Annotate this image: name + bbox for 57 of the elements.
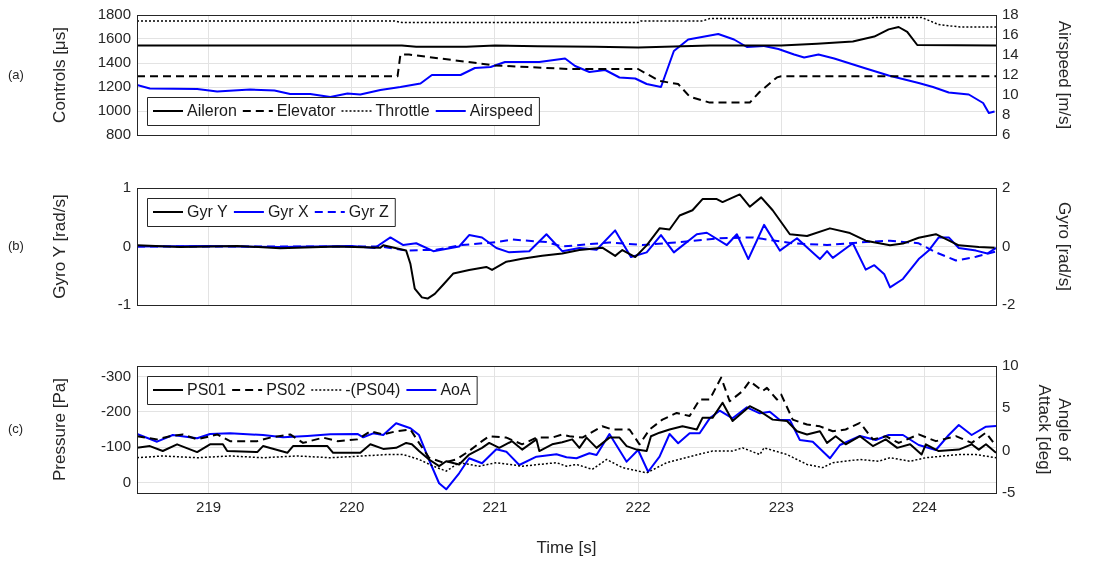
legend-label: PS02 [266, 381, 306, 399]
y2-tick-label: 2 [1002, 178, 1011, 196]
x-tick-label: 220 [339, 498, 365, 516]
y-tick-label: 1800 [97, 5, 131, 23]
legend-label: -(PS04) [345, 381, 401, 399]
y-tick-label: 1 [122, 178, 131, 196]
legend-label: Gyr Y [187, 203, 228, 221]
x-tick-label: 221 [482, 498, 508, 516]
y2-axis-title: Gyro [rad/s] [1055, 202, 1075, 291]
text: (a) [8, 66, 24, 82]
x-axis-title: Time [s] [536, 538, 597, 558]
y-axis-title: Gyro Y [rad/s] [49, 194, 69, 299]
y-tick-label: 1600 [97, 29, 131, 47]
y-tick-label: 0 [122, 236, 131, 254]
line-series [137, 16, 996, 28]
y2-tick-label: -5 [1002, 483, 1016, 501]
y-tick-label: 800 [105, 125, 131, 143]
y2-tick-label: 10 [1002, 85, 1019, 103]
y-axis-title: Controls [μs] [49, 27, 69, 123]
y2-axis-title: Airspeed [m/s] [1055, 20, 1075, 130]
text: (b) [8, 238, 24, 254]
y2-tick-label: 8 [1002, 105, 1011, 123]
y2-tick-label: 0 [1002, 236, 1011, 254]
y-tick-label: 1200 [97, 77, 131, 95]
legend-label: Throttle [375, 102, 430, 120]
legend-label: Aileron [187, 102, 237, 120]
legend-label: Gyr X [267, 203, 310, 221]
y-tick-label: 0 [122, 472, 131, 490]
x-tick-label: 219 [196, 498, 222, 516]
y2-tick-label: 0 [1002, 440, 1011, 458]
legend-label: AoA [440, 381, 471, 399]
y-tick-label: -1 [117, 295, 131, 313]
legend-label: Elevator [276, 102, 337, 120]
y2-tick-label: 6 [1002, 125, 1011, 143]
y2-tick-label: 5 [1002, 398, 1011, 416]
y2-tick-label: 16 [1002, 25, 1019, 43]
y-tick-label: -300 [100, 366, 131, 384]
y2-tick-label: -2 [1002, 295, 1016, 313]
y2-tick-label: 12 [1002, 65, 1019, 83]
y2-tick-label: 10 [1002, 356, 1019, 374]
x-tick-label: 224 [911, 498, 937, 516]
y-tick-label: 1000 [97, 101, 131, 119]
y-tick-label: -200 [100, 402, 131, 419]
legend-label: Gyr Z [348, 203, 389, 221]
x-tick-label: 222 [625, 498, 651, 516]
y2-axis-title: Angle of Attack [deg] [1034, 384, 1075, 475]
text: (c) [8, 421, 24, 437]
y-axis-title: Pressure [Pa] [49, 378, 69, 481]
line-series [137, 376, 996, 464]
y-tick-label: -100 [100, 437, 131, 455]
y2-tick-label: 14 [1002, 45, 1019, 63]
legend-label: Airspeed [469, 102, 533, 120]
y-tick-label: 1400 [97, 53, 131, 71]
x-tick-label: 223 [768, 498, 794, 516]
y2-tick-label: 18 [1002, 5, 1019, 23]
legend-label: PS01 [187, 381, 227, 399]
line-series [137, 53, 996, 104]
